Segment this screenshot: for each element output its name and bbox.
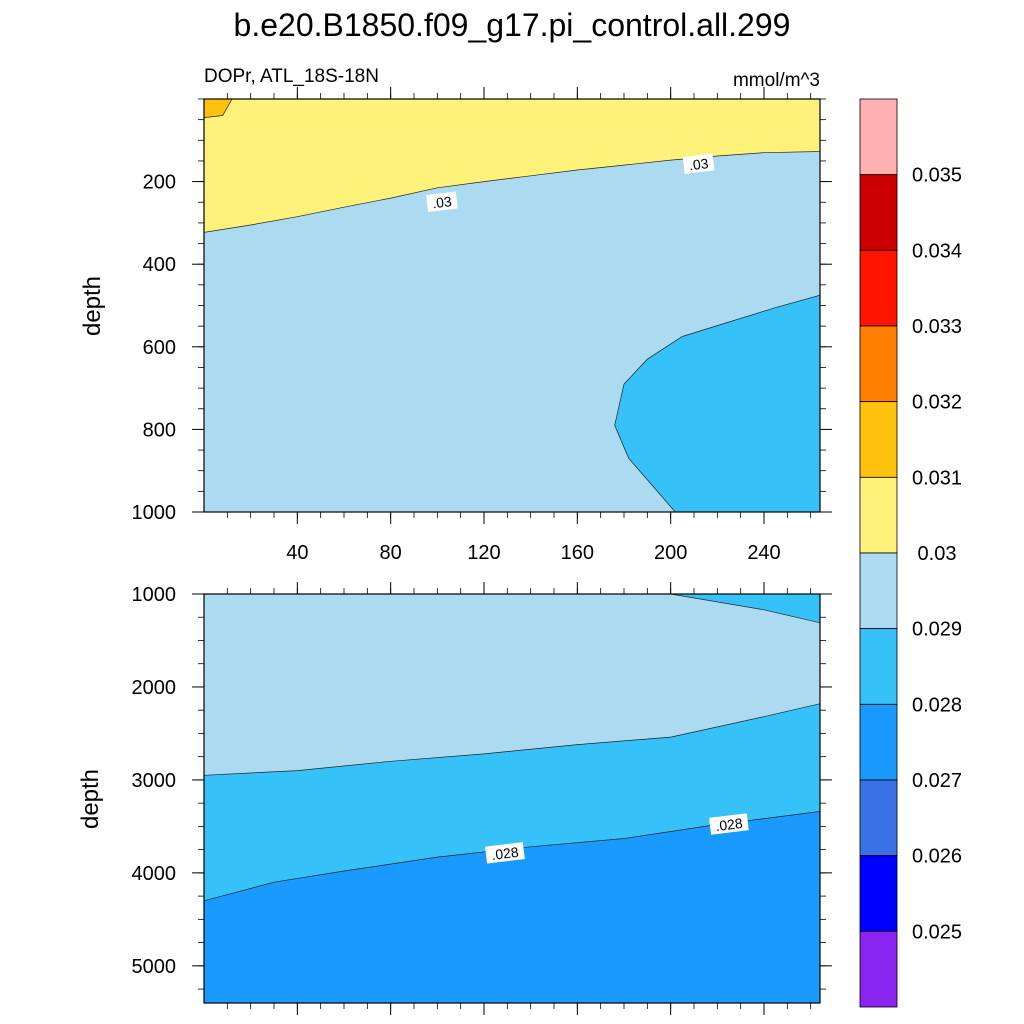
colorbar-level-label: 0.026 <box>912 846 962 868</box>
upper-y-axis-title: depth <box>79 276 106 336</box>
colorbar-swatch <box>859 476 898 554</box>
lower-contour-region-3 <box>670 594 820 624</box>
variable-region-label: DOPr, ATL_18S-18N <box>204 66 379 87</box>
upper-y-tick-label: 200 <box>143 172 176 194</box>
colorbar-swatch <box>859 552 898 630</box>
colorbar-swatch <box>859 855 898 932</box>
upper-contour-region-1 <box>204 99 820 233</box>
colorbar-level-label: 0.03 <box>918 543 957 565</box>
x-tick-label: 240 <box>747 542 780 564</box>
colorbar-swatch <box>859 401 898 478</box>
contour-level-label: .03 <box>431 193 452 211</box>
colorbar-swatch <box>859 930 898 1008</box>
upper-y-tick-label: 400 <box>143 254 176 276</box>
upper-contour-label-0: .03 <box>426 191 458 213</box>
units-label: mmol/m^3 <box>733 70 820 91</box>
colorbar-level-label: 0.028 <box>912 694 962 716</box>
upper-y-tick-label: 1000 <box>132 502 177 524</box>
contour-level-label: .028 <box>491 844 520 863</box>
colorbar-level-label: 0.031 <box>912 467 962 489</box>
colorbar-swatch <box>859 779 898 857</box>
colorbar-level-label: 0.034 <box>912 240 962 262</box>
lower-depth-panel: .028 .028 1000 2000 3000 4000 5000 depth <box>77 582 832 1015</box>
lower-y-tick-label: 2000 <box>132 677 177 699</box>
lower-contour-label-0: .028 <box>485 842 525 864</box>
colorbar-level-label: 0.029 <box>912 619 962 641</box>
upper-contour-region-3 <box>614 294 820 512</box>
lower-y-tick-label: 1000 <box>132 584 177 606</box>
lower-y-axis-title: depth <box>77 769 104 829</box>
x-tick-label: 40 <box>286 542 308 564</box>
colorbar-swatch <box>859 325 898 403</box>
colorbar-swatch <box>859 98 898 176</box>
upper-depth-panel: .03 .03 200 400 600 800 1000 40 80 120 160 200 240 de… <box>79 87 832 564</box>
contour-level-label: .028 <box>715 815 744 834</box>
colorbar-swatch <box>859 703 898 781</box>
lower-plot-frame <box>203 593 821 1004</box>
upper-y-tick-label: 600 <box>143 337 176 359</box>
upper-contour-label-1: .03 <box>682 153 715 175</box>
x-tick-label: 160 <box>561 542 594 564</box>
upper-y-tick-label: 800 <box>143 419 176 441</box>
lower-y-tick-label: 3000 <box>132 770 177 792</box>
colorbar-swatch <box>859 628 898 705</box>
x-tick-label: 200 <box>654 542 687 564</box>
upper-contour-region-2 <box>204 99 233 118</box>
figure-title: b.e20.B1850.f09_g17.pi_control.all.299 <box>234 7 791 43</box>
colorbar-level-label: 0.027 <box>912 770 962 792</box>
contour-level-label: .03 <box>688 155 709 173</box>
colorbar-level-label: 0.035 <box>912 165 962 187</box>
colorbar-level-label: 0.033 <box>912 316 962 338</box>
lower-contour-label-1: .028 <box>709 813 749 835</box>
colorbar-swatch <box>859 174 898 251</box>
x-tick-label: 120 <box>467 542 500 564</box>
x-tick-label: 80 <box>380 542 402 564</box>
colorbar-swatch <box>859 249 898 327</box>
colorbar: 0.035 0.034 0.033 0.032 0.031 0.03 0.029 0.028 0… <box>859 98 962 1008</box>
lower-y-tick-label: 5000 <box>132 956 177 978</box>
colorbar-level-label: 0.032 <box>912 392 962 414</box>
lower-y-tick-label: 4000 <box>132 863 177 885</box>
lower-contour-region-2 <box>204 811 820 1003</box>
colorbar-level-label: 0.025 <box>912 921 962 943</box>
